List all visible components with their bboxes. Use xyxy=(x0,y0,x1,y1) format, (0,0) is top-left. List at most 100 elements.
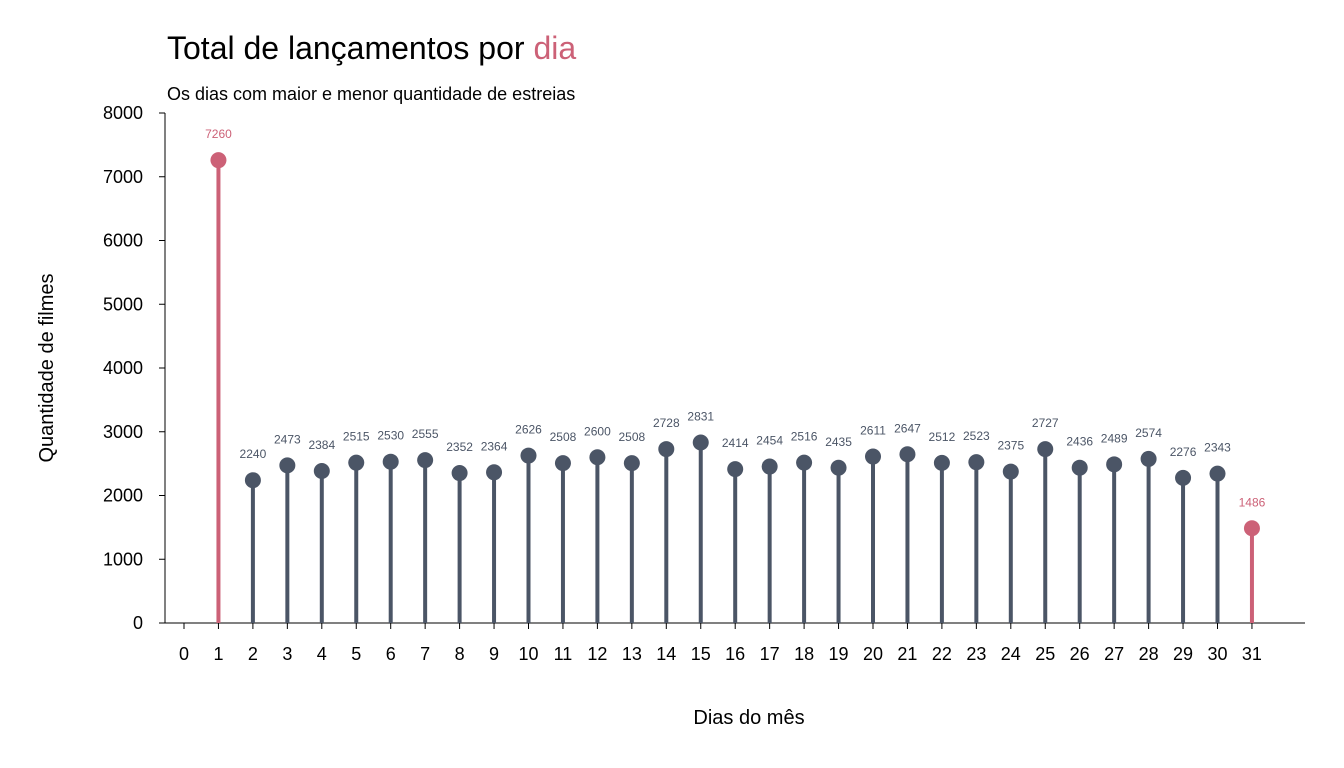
lollipop-dot xyxy=(1071,459,1088,476)
x-tick-label: 20 xyxy=(863,644,883,664)
data-label: 2414 xyxy=(722,436,749,450)
data-label: 2384 xyxy=(308,438,335,452)
lollipop-dot xyxy=(761,458,778,475)
chart-title-main: Total de lançamentos por xyxy=(167,30,534,66)
data-label: 2343 xyxy=(1204,441,1231,455)
lollipop-dot xyxy=(796,454,813,471)
x-tick-label: 28 xyxy=(1139,644,1159,664)
lollipop-dot xyxy=(520,447,537,464)
x-tick-label: 16 xyxy=(725,644,745,664)
data-label: 2647 xyxy=(894,421,921,435)
lollipop-dot xyxy=(589,449,606,466)
lollipop-dot xyxy=(417,452,434,469)
data-label: 2508 xyxy=(550,430,577,444)
x-tick-label: 31 xyxy=(1242,644,1262,664)
x-tick-label: 15 xyxy=(691,644,711,664)
lollipop-dot xyxy=(1037,441,1054,458)
y-tick-label: 8000 xyxy=(103,103,143,123)
x-tick-label: 3 xyxy=(282,644,292,664)
x-tick-label: 11 xyxy=(554,644,573,664)
x-tick-label: 2 xyxy=(248,644,258,664)
lollipop-dot xyxy=(451,465,468,482)
data-label: 2516 xyxy=(791,430,818,444)
y-tick-label: 4000 xyxy=(103,358,143,378)
lollipop-dot xyxy=(554,455,571,472)
data-label: 2375 xyxy=(997,439,1024,453)
x-tick-label: 30 xyxy=(1207,644,1227,664)
lollipop-dot xyxy=(382,453,399,470)
x-tick-label: 23 xyxy=(966,644,986,664)
x-tick-label: 21 xyxy=(897,644,917,664)
lollipop-dot xyxy=(1243,520,1260,537)
lollipop-dot xyxy=(486,464,503,481)
data-label: 2515 xyxy=(343,430,370,444)
x-tick-label: 7 xyxy=(420,644,430,664)
lollipop-dot xyxy=(1175,469,1192,486)
lollipop-dot xyxy=(830,459,847,476)
x-tick-label: 0 xyxy=(179,644,189,664)
x-tick-label: 5 xyxy=(351,644,361,664)
x-tick-label: 29 xyxy=(1173,644,1193,664)
data-label: 2240 xyxy=(240,447,267,461)
x-tick-label: 26 xyxy=(1070,644,1090,664)
data-label: 2508 xyxy=(618,430,645,444)
x-tick-label: 17 xyxy=(760,644,780,664)
data-label: 2574 xyxy=(1135,426,1162,440)
data-label: 2611 xyxy=(860,424,886,438)
x-tick-label: 14 xyxy=(656,644,676,664)
y-tick-label: 2000 xyxy=(103,486,143,506)
lollipop-dot xyxy=(692,434,709,451)
data-label: 2555 xyxy=(412,427,439,441)
lollipop-dot xyxy=(279,457,296,474)
lollipop-dot xyxy=(244,472,261,489)
x-tick-label: 22 xyxy=(932,644,952,664)
x-tick-label: 1 xyxy=(213,644,223,664)
chart-marks: 7260 2240 2473 2384 2515 2530 2555 2352 2364 2626… xyxy=(205,127,1266,623)
lollipop-dot xyxy=(968,454,985,471)
data-label: 2512 xyxy=(929,430,956,444)
y-tick-label: 6000 xyxy=(103,231,143,251)
lollipop-dot xyxy=(1209,465,1226,482)
x-tick-label: 6 xyxy=(386,644,396,664)
data-label: 2473 xyxy=(274,432,301,446)
y-tick-label: 7000 xyxy=(103,167,143,187)
lollipop-dot xyxy=(1002,463,1019,480)
x-tick-label: 19 xyxy=(829,644,849,664)
x-tick-label: 4 xyxy=(317,644,327,664)
lollipop-dot xyxy=(899,446,916,463)
x-tick-label: 18 xyxy=(794,644,814,664)
y-axis-title: Quantidade de filmes xyxy=(36,273,58,462)
data-label: 2530 xyxy=(377,429,404,443)
lollipop-dot xyxy=(933,454,950,471)
lollipop-dot xyxy=(658,441,675,458)
data-label: 2831 xyxy=(687,410,714,424)
y-tick-label: 0 xyxy=(133,613,143,633)
data-label: 2454 xyxy=(756,434,783,448)
y-tick-label: 3000 xyxy=(103,422,143,442)
data-label: 2600 xyxy=(584,424,611,438)
data-label: 2352 xyxy=(446,440,473,454)
lollipop-dot xyxy=(1106,456,1123,473)
lollipop-dot xyxy=(348,454,365,471)
data-label: 7260 xyxy=(205,127,232,141)
x-tick-label: 8 xyxy=(455,644,465,664)
x-tick-label: 9 xyxy=(489,644,499,664)
x-tick-label: 12 xyxy=(587,644,607,664)
data-label: 2523 xyxy=(963,429,990,443)
x-tick-label: 25 xyxy=(1035,644,1055,664)
data-label: 2728 xyxy=(653,416,680,430)
data-label: 2489 xyxy=(1101,431,1128,445)
x-tick-label: 27 xyxy=(1104,644,1124,664)
data-label: 2626 xyxy=(515,423,542,437)
data-label: 2727 xyxy=(1032,416,1059,430)
x-tick-label: 13 xyxy=(622,644,642,664)
lollipop-dot xyxy=(313,463,330,480)
data-label: 2276 xyxy=(1170,445,1197,459)
x-tick-label: 24 xyxy=(1001,644,1021,664)
chart-subtitle: Os dias com maior e menor quantidade de … xyxy=(167,84,576,104)
lollipop-dot xyxy=(1140,450,1157,467)
data-label: 1486 xyxy=(1239,495,1266,509)
chart-title-highlight: dia xyxy=(533,30,577,66)
